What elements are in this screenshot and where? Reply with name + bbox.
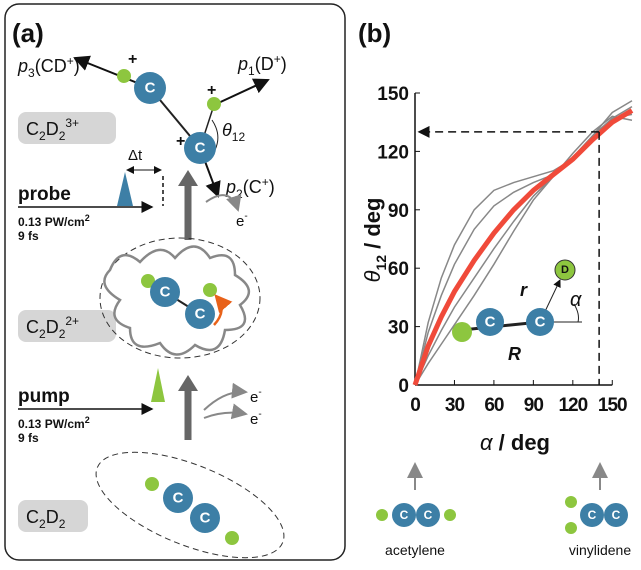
atom: C bbox=[145, 80, 156, 97]
inset-label: R bbox=[508, 344, 521, 364]
atom: D bbox=[561, 264, 569, 276]
y-tick-label: 60 bbox=[388, 259, 409, 280]
delay-label: Δt bbox=[128, 147, 143, 164]
atom: C bbox=[195, 306, 206, 323]
atom: C bbox=[195, 140, 206, 157]
electron: e- bbox=[236, 211, 248, 230]
y-tick-label: 150 bbox=[377, 84, 409, 105]
atom: C bbox=[200, 510, 211, 527]
electron: e- bbox=[250, 409, 262, 428]
x-tick-label: 120 bbox=[558, 395, 587, 416]
pump-label: pump bbox=[18, 386, 70, 407]
panel-a: (a) C C + + + p3(CD+) p1(D+) p2(C+) θ12 … bbox=[5, 4, 345, 565]
inset-label: α bbox=[570, 289, 582, 311]
charge: + bbox=[128, 51, 137, 68]
inset-label: r bbox=[520, 280, 528, 300]
panel-label: (a) bbox=[12, 18, 44, 48]
x-tick-label: 90 bbox=[524, 395, 544, 416]
charge: + bbox=[207, 82, 216, 99]
atom: C bbox=[535, 314, 546, 331]
atom: C bbox=[160, 284, 171, 301]
y-tick-label: 30 bbox=[388, 318, 409, 339]
y-axis-label: θ12 / deg bbox=[360, 198, 389, 283]
x-axis-label: α / deg bbox=[480, 430, 550, 455]
x-tick-label: 60 bbox=[484, 395, 504, 416]
atom: C bbox=[400, 508, 409, 522]
momentum-label: p2(C+) bbox=[225, 175, 275, 201]
momentum-label: p3(CD+) bbox=[17, 54, 80, 80]
momentum-label: p1(D+) bbox=[237, 52, 287, 78]
intensity: 0.13 PW/cm2 bbox=[18, 415, 90, 431]
probe-label: probe bbox=[18, 184, 71, 205]
atom: C bbox=[424, 508, 433, 522]
duration: 9 fs bbox=[18, 229, 39, 243]
y-tick-label: 120 bbox=[377, 142, 409, 163]
intensity: 0.13 PW/cm2 bbox=[18, 213, 90, 229]
x-tick-label: 0 bbox=[410, 395, 420, 416]
panel-label: (b) bbox=[358, 18, 391, 48]
y-tick-label: 0 bbox=[398, 376, 409, 397]
duration: 9 fs bbox=[18, 431, 39, 445]
electron: e- bbox=[250, 387, 262, 406]
angle-label: θ12 bbox=[222, 120, 245, 144]
panel-b: (b) θ12 / deg α / deg C C D r α R C C C … bbox=[358, 18, 632, 558]
atom: C bbox=[612, 508, 621, 522]
y-tick-label: 90 bbox=[388, 201, 409, 222]
molecule-name: acetylene bbox=[385, 542, 445, 558]
x-tick-label: 150 bbox=[598, 395, 627, 416]
charge: + bbox=[176, 133, 185, 150]
figure: (a) C C + + + p3(CD+) p1(D+) p2(C+) θ12 … bbox=[0, 0, 641, 565]
atom: C bbox=[173, 490, 184, 507]
atom: C bbox=[588, 508, 597, 522]
molecule-name: vinylidene bbox=[569, 542, 631, 558]
atom: C bbox=[485, 314, 496, 331]
x-tick-label: 30 bbox=[445, 395, 465, 416]
